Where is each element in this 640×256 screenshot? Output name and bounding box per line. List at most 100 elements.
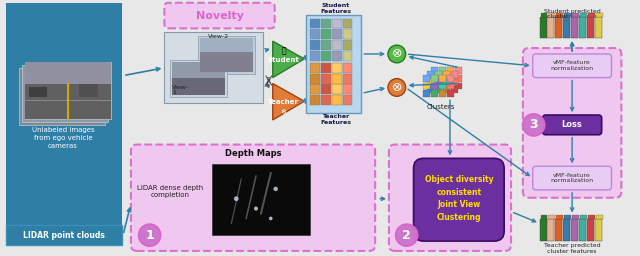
FancyBboxPatch shape (548, 216, 556, 219)
FancyBboxPatch shape (588, 216, 595, 219)
FancyBboxPatch shape (164, 3, 275, 28)
FancyBboxPatch shape (541, 13, 547, 17)
FancyBboxPatch shape (212, 164, 310, 235)
Text: View-2: View-2 (208, 34, 229, 39)
Text: Teacher predicted
cluster features: Teacher predicted cluster features (544, 243, 600, 254)
Text: 1: 1 (145, 229, 154, 242)
Text: ema: ema (266, 74, 271, 87)
Circle shape (396, 224, 417, 246)
FancyBboxPatch shape (310, 63, 320, 73)
FancyBboxPatch shape (24, 62, 111, 119)
FancyBboxPatch shape (571, 219, 578, 241)
FancyBboxPatch shape (443, 87, 450, 93)
FancyBboxPatch shape (342, 51, 353, 61)
FancyBboxPatch shape (321, 74, 331, 83)
Point (266, 216, 276, 220)
FancyBboxPatch shape (342, 84, 353, 94)
FancyBboxPatch shape (556, 17, 563, 38)
FancyBboxPatch shape (332, 29, 342, 39)
FancyBboxPatch shape (580, 216, 587, 219)
FancyBboxPatch shape (321, 29, 331, 39)
Text: 3: 3 (529, 118, 538, 131)
FancyBboxPatch shape (342, 74, 353, 83)
FancyBboxPatch shape (564, 216, 571, 219)
FancyBboxPatch shape (19, 68, 106, 125)
FancyBboxPatch shape (198, 36, 255, 74)
Circle shape (139, 224, 161, 246)
Circle shape (523, 114, 545, 136)
FancyBboxPatch shape (439, 67, 446, 74)
FancyBboxPatch shape (523, 48, 621, 198)
Text: Depth Maps: Depth Maps (225, 148, 282, 157)
FancyBboxPatch shape (588, 13, 595, 17)
FancyBboxPatch shape (564, 13, 571, 17)
Text: Novelty: Novelty (196, 10, 243, 20)
FancyBboxPatch shape (451, 79, 458, 86)
FancyBboxPatch shape (431, 75, 438, 82)
FancyBboxPatch shape (547, 17, 554, 38)
Circle shape (388, 45, 406, 63)
Point (251, 207, 261, 211)
FancyBboxPatch shape (563, 219, 570, 241)
Text: LIDAR dense depth
completion: LIDAR dense depth completion (137, 185, 204, 198)
Text: LIDAR point clouds: LIDAR point clouds (23, 231, 105, 240)
FancyBboxPatch shape (424, 75, 430, 82)
FancyBboxPatch shape (532, 166, 611, 190)
FancyBboxPatch shape (447, 82, 454, 89)
FancyBboxPatch shape (431, 82, 438, 89)
FancyBboxPatch shape (6, 3, 122, 225)
FancyBboxPatch shape (424, 82, 430, 89)
FancyBboxPatch shape (321, 63, 331, 73)
FancyBboxPatch shape (443, 79, 450, 86)
FancyBboxPatch shape (342, 95, 353, 105)
FancyBboxPatch shape (413, 158, 504, 241)
FancyBboxPatch shape (547, 219, 554, 241)
FancyBboxPatch shape (571, 17, 578, 38)
FancyBboxPatch shape (439, 82, 446, 89)
FancyBboxPatch shape (342, 63, 353, 73)
FancyBboxPatch shape (556, 216, 563, 219)
FancyBboxPatch shape (532, 54, 611, 78)
FancyBboxPatch shape (548, 13, 556, 17)
FancyBboxPatch shape (24, 84, 111, 119)
Point (231, 197, 241, 201)
FancyBboxPatch shape (321, 40, 331, 50)
Text: 2: 2 (403, 229, 411, 242)
Text: Loss: Loss (562, 120, 582, 129)
Text: vMF-feature
normalization: vMF-feature normalization (550, 60, 594, 71)
FancyBboxPatch shape (431, 82, 438, 89)
FancyBboxPatch shape (428, 87, 434, 93)
FancyBboxPatch shape (596, 13, 603, 17)
FancyBboxPatch shape (439, 75, 446, 82)
FancyBboxPatch shape (447, 82, 454, 89)
FancyBboxPatch shape (424, 90, 430, 97)
FancyBboxPatch shape (563, 17, 570, 38)
FancyBboxPatch shape (306, 15, 362, 113)
Circle shape (388, 79, 406, 96)
FancyBboxPatch shape (447, 75, 454, 82)
FancyBboxPatch shape (431, 90, 438, 97)
FancyBboxPatch shape (321, 18, 331, 28)
FancyBboxPatch shape (200, 38, 253, 72)
FancyBboxPatch shape (428, 79, 434, 86)
Text: Student predicted
cluster features: Student predicted cluster features (544, 9, 600, 19)
FancyBboxPatch shape (428, 71, 434, 78)
FancyBboxPatch shape (310, 84, 320, 94)
FancyBboxPatch shape (6, 225, 122, 245)
FancyBboxPatch shape (587, 17, 594, 38)
Text: Student: Student (268, 57, 300, 63)
FancyBboxPatch shape (164, 32, 263, 103)
FancyBboxPatch shape (439, 82, 446, 89)
FancyBboxPatch shape (200, 52, 253, 72)
Text: ⊗: ⊗ (392, 47, 402, 60)
FancyBboxPatch shape (587, 219, 594, 241)
FancyBboxPatch shape (79, 84, 99, 97)
FancyBboxPatch shape (439, 75, 446, 82)
FancyBboxPatch shape (310, 29, 320, 39)
FancyBboxPatch shape (310, 95, 320, 105)
FancyBboxPatch shape (447, 67, 454, 74)
FancyBboxPatch shape (595, 219, 602, 241)
FancyBboxPatch shape (310, 40, 320, 50)
FancyBboxPatch shape (342, 40, 353, 50)
Point (271, 187, 281, 191)
